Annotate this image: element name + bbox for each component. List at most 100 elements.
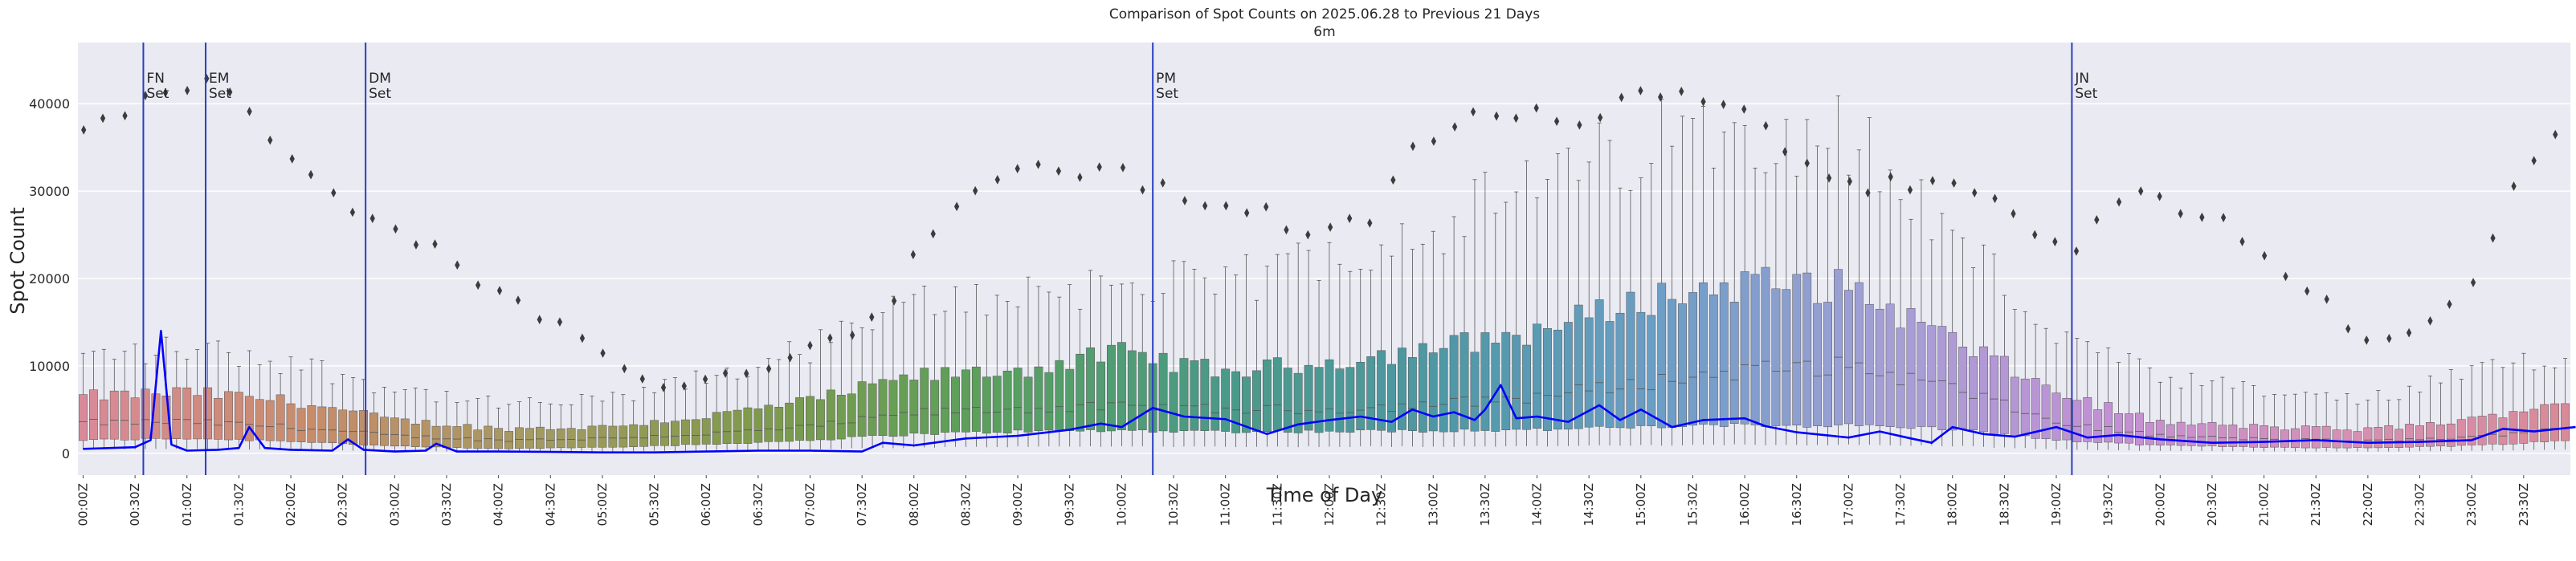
box xyxy=(535,426,545,449)
box xyxy=(2249,424,2259,448)
box xyxy=(1190,360,1199,431)
x-tick-label: 04:00Z xyxy=(492,483,506,526)
box xyxy=(806,396,814,441)
box xyxy=(1668,299,1677,429)
box xyxy=(182,387,192,440)
outlier-marker xyxy=(1244,208,1250,218)
box xyxy=(691,419,700,445)
box xyxy=(992,376,1002,433)
box xyxy=(2062,397,2072,441)
x-tick-label: 00:30Z xyxy=(128,483,142,526)
box xyxy=(224,391,233,441)
box xyxy=(1885,303,1895,427)
outlier-marker xyxy=(81,125,87,135)
box xyxy=(1750,274,1760,425)
box xyxy=(2415,425,2424,447)
x-tick-label: 03:30Z xyxy=(439,483,454,526)
box xyxy=(1657,283,1667,429)
outlier-marker xyxy=(660,383,667,392)
box xyxy=(1480,332,1490,431)
box xyxy=(1875,308,1884,426)
outlier-marker xyxy=(1804,158,1810,169)
outlier-marker xyxy=(1763,120,1769,131)
outlier-marker xyxy=(267,135,273,145)
box xyxy=(1262,360,1272,433)
box xyxy=(2488,413,2497,445)
box xyxy=(764,404,774,442)
box xyxy=(349,410,358,445)
box xyxy=(1200,359,1210,431)
outlier-marker xyxy=(1120,162,1126,173)
outlier-marker xyxy=(1431,136,1437,146)
box xyxy=(774,407,784,442)
x-tick-label: 21:30Z xyxy=(2309,483,2323,526)
outlier-marker xyxy=(1035,159,1041,169)
box xyxy=(410,423,420,447)
box xyxy=(1076,353,1085,432)
box xyxy=(2020,378,2030,437)
box xyxy=(1293,372,1303,433)
outlier-marker xyxy=(850,330,855,340)
outlier-marker xyxy=(393,224,398,234)
box xyxy=(307,405,316,443)
box xyxy=(1345,367,1355,433)
outlier-marker xyxy=(1367,218,1373,228)
box xyxy=(431,425,441,448)
outlier-marker xyxy=(2178,209,2183,219)
x-tick-label: 23:00Z xyxy=(2464,483,2479,526)
outlier-marker xyxy=(622,364,627,374)
current-day-series xyxy=(83,329,2576,454)
outlier-marker xyxy=(953,201,960,212)
x-tick-label: 09:30Z xyxy=(1063,483,1077,526)
outlier-marker xyxy=(2052,237,2058,246)
box xyxy=(1117,342,1126,430)
box xyxy=(1107,344,1116,432)
outlier-marker xyxy=(2116,197,2122,207)
outlier-marker xyxy=(579,333,586,344)
x-tick-label: 00:00Z xyxy=(76,483,90,526)
box xyxy=(1398,348,1406,430)
box xyxy=(1127,350,1137,431)
box xyxy=(1272,357,1282,431)
outlier-marker xyxy=(1077,173,1083,182)
box xyxy=(566,428,576,449)
outlier-marker xyxy=(122,111,128,121)
box xyxy=(1937,326,1947,430)
box xyxy=(1615,312,1625,429)
box xyxy=(1044,372,1054,431)
x-axis-ticks: 00:00Z 00:30Z 01:00Z 01:30Z 02:00Z 02:30Z 03:0… xyxy=(76,475,2531,526)
box xyxy=(618,425,628,448)
outlier-marker xyxy=(413,240,419,250)
box xyxy=(1387,364,1396,433)
box xyxy=(899,374,908,437)
box xyxy=(1210,376,1220,431)
outlier-marker xyxy=(1907,185,1913,195)
event-label: FN xyxy=(146,71,165,87)
event-label: Set xyxy=(1156,86,1178,102)
box xyxy=(1906,308,1916,429)
x-tick-label: 04:30Z xyxy=(543,483,557,526)
outlier-marker xyxy=(1014,164,1020,173)
chart-subtitle: 6m xyxy=(1313,24,1335,40)
box xyxy=(712,412,721,445)
outlier-marker xyxy=(1782,147,1788,157)
box xyxy=(1013,368,1023,431)
x-tick-label: 10:30Z xyxy=(1166,483,1181,526)
x-tick-label: 17:00Z xyxy=(1841,483,1855,526)
outlier-marker xyxy=(1992,193,1998,204)
box xyxy=(2384,425,2394,448)
box xyxy=(878,379,888,437)
box xyxy=(629,424,639,447)
box xyxy=(1969,356,1978,430)
box xyxy=(2280,429,2289,448)
box xyxy=(556,428,565,449)
outlier-marker xyxy=(475,280,481,291)
event-label: Set xyxy=(146,86,169,102)
box xyxy=(1335,368,1345,433)
box xyxy=(2072,400,2082,442)
outlier-marker xyxy=(2094,215,2100,225)
box xyxy=(2197,423,2207,447)
box xyxy=(1221,368,1231,432)
box xyxy=(1428,352,1438,432)
box xyxy=(1719,282,1729,427)
